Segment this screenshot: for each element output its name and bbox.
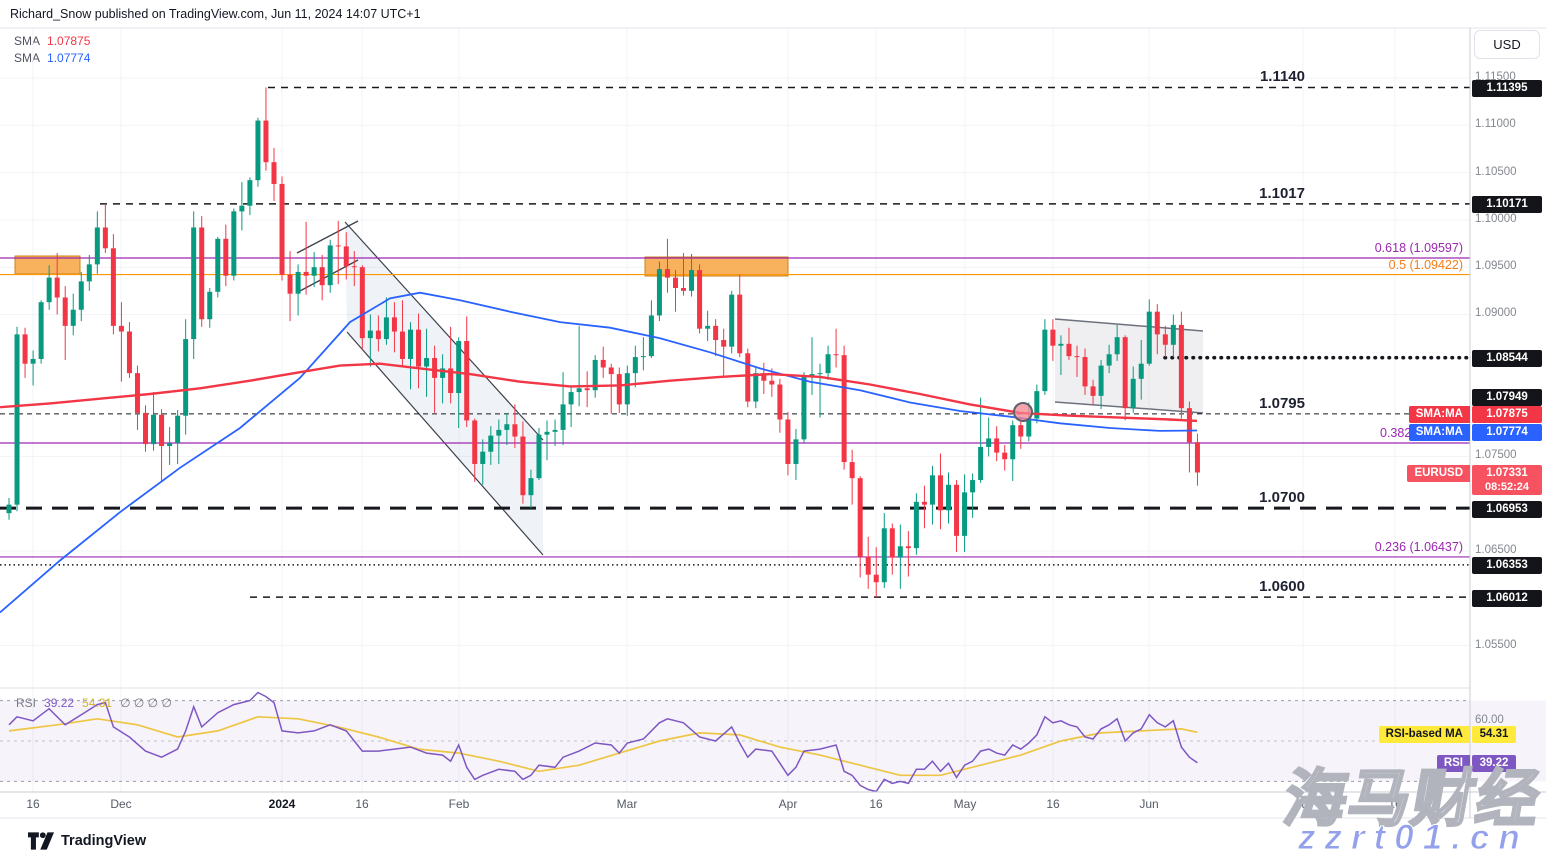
currency-toggle-button[interactable]: USD xyxy=(1474,30,1540,59)
moving-averages xyxy=(0,291,1198,614)
time-axis-tick: Jun xyxy=(1139,797,1159,811)
sma-legend-row-1[interactable]: SMA 1.07875 xyxy=(14,34,90,48)
candles-layer xyxy=(6,87,1200,598)
tradingview-brand-text: TradingView xyxy=(61,833,147,849)
price-line-badge: 1.07949 xyxy=(1472,388,1542,406)
price-line-badge: 1.06012 xyxy=(1472,589,1542,607)
price-level-label: 1.0795 xyxy=(1259,395,1305,412)
rsi-lines xyxy=(8,691,1198,793)
rsi-legend-empty-icons: ∅ ∅ ∅ ∅ xyxy=(120,696,172,710)
symbol-axis-label-badge: EURUSD xyxy=(1407,464,1470,482)
time-axis-tick: Feb xyxy=(448,797,470,811)
price-level-label: 1.0600 xyxy=(1259,578,1305,595)
rsi-legend-value: 39.22 xyxy=(44,696,75,710)
rsi-band xyxy=(0,700,1546,782)
time-axis-tick: 16 xyxy=(1388,797,1402,811)
sma-axis-label-badge: SMA:MA xyxy=(1408,405,1470,423)
price-axis-tick: 1.09500 xyxy=(1475,260,1517,272)
fib-level-label: 0.618 (1.09597) xyxy=(1374,241,1463,255)
symbol-countdown-badge: 08:52:24 xyxy=(1472,480,1542,495)
level-lines xyxy=(0,86,1472,598)
symbol-axis-value-badge: 1.07331 xyxy=(1472,464,1542,481)
watermark-site-url: zzrt01.cn xyxy=(1298,818,1529,857)
sma-axis-value-badge: 1.07875 xyxy=(1472,405,1542,423)
time-axis-tick: 2024 xyxy=(268,797,296,811)
price-axis-tick: 1.06500 xyxy=(1475,544,1517,556)
time-axis-tick: May xyxy=(953,797,977,811)
rsi-ma-legend-value: 54.31 xyxy=(82,696,113,710)
time-axis-tick: 16 xyxy=(26,797,40,811)
tradingview-attribution[interactable]: TradingView xyxy=(28,831,146,851)
sma-axis-value-badge: 1.07774 xyxy=(1472,423,1542,441)
price-axis-tick: 1.05500 xyxy=(1475,639,1517,651)
price-line-badge: 1.06953 xyxy=(1472,500,1542,518)
price-axis-tick: 1.11000 xyxy=(1475,118,1516,130)
price-level-label: 1.1017 xyxy=(1259,185,1305,202)
circle-marker xyxy=(1013,402,1033,422)
sma-axis-label-badge: SMA:MA xyxy=(1408,423,1470,441)
pane-borders xyxy=(0,27,1546,819)
rsi-axis-value-badge: 54.31 xyxy=(1472,725,1516,743)
tradingview-logo-icon xyxy=(28,832,54,850)
fib-level-label: 0.236 (1.06437) xyxy=(1374,540,1463,554)
sma-legend-value: 1.07774 xyxy=(47,51,91,65)
sma-legend-label: SMA xyxy=(14,34,41,48)
sma-legend-value: 1.07875 xyxy=(47,34,91,48)
rsi-axis-tick: 60.00 xyxy=(1475,714,1504,726)
fib-level-label: 0.5 (1.09422) xyxy=(1388,258,1463,272)
sma-slow-line xyxy=(0,291,1198,614)
price-level-label: 1.1140 xyxy=(1259,68,1305,85)
rsi-line xyxy=(8,691,1198,793)
price-axis-tick: 1.10500 xyxy=(1475,166,1517,178)
time-axis-tick: Jul xyxy=(1295,797,1311,811)
sma-legend-row-2[interactable]: SMA 1.07774 xyxy=(14,51,90,65)
publication-title: Richard_Snow published on TradingView.co… xyxy=(10,7,421,21)
price-level-label: 1.0700 xyxy=(1259,489,1305,506)
sma-fast-line xyxy=(0,362,1198,423)
price-line-badge: 1.06353 xyxy=(1472,556,1542,574)
price-axis-tick: 1.09000 xyxy=(1475,307,1517,319)
price-line-badge: 1.11395 xyxy=(1472,79,1542,97)
time-axis[interactable] xyxy=(0,792,1470,818)
price-line-badge: 1.08544 xyxy=(1472,349,1542,367)
time-axis-tick: 16 xyxy=(1046,797,1060,811)
rsi-axis-label-badge: RSI-based MA xyxy=(1378,725,1470,743)
price-axis-tick: 1.10000 xyxy=(1475,213,1517,225)
time-axis-tick: Mar xyxy=(616,797,638,811)
rsi-axis-value-badge: 39.22 xyxy=(1472,754,1516,772)
sma-legend-label: SMA xyxy=(14,51,41,65)
orange-zone-boxes xyxy=(14,255,789,277)
time-axis-tick: 16 xyxy=(355,797,369,811)
time-axis-tick: Apr xyxy=(778,797,798,811)
time-axis-tick: Dec xyxy=(110,797,132,811)
rsi-legend-title: RSI xyxy=(16,696,37,710)
price-line-badge: 1.10171 xyxy=(1472,195,1542,213)
price-axis-tick: 1.07500 xyxy=(1475,449,1517,461)
circle-marker-layer xyxy=(1013,402,1033,422)
rsi-axis-label-badge: RSI xyxy=(1436,754,1470,772)
rsi-legend[interactable]: RSI 39.22 54.31 ∅ ∅ ∅ ∅ xyxy=(16,696,172,710)
time-axis-tick: 16 xyxy=(869,797,883,811)
